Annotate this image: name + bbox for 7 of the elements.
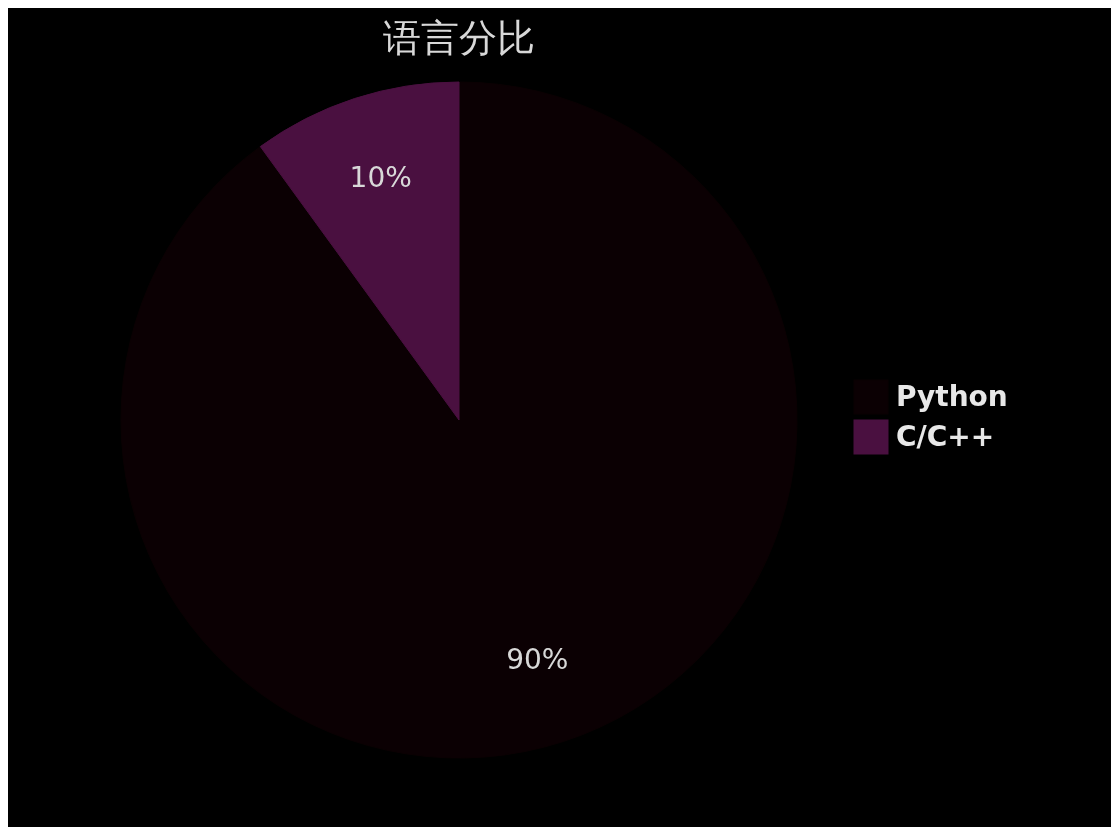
legend-label: C/C++ [896,420,995,453]
pie-slice [259,81,460,421]
data-label: 10% [349,160,412,194]
chart-title: 语言分比 [383,15,535,60]
data-label: 90% [506,643,569,677]
legend-label: Python [896,380,1008,413]
pie-slice [120,81,798,758]
